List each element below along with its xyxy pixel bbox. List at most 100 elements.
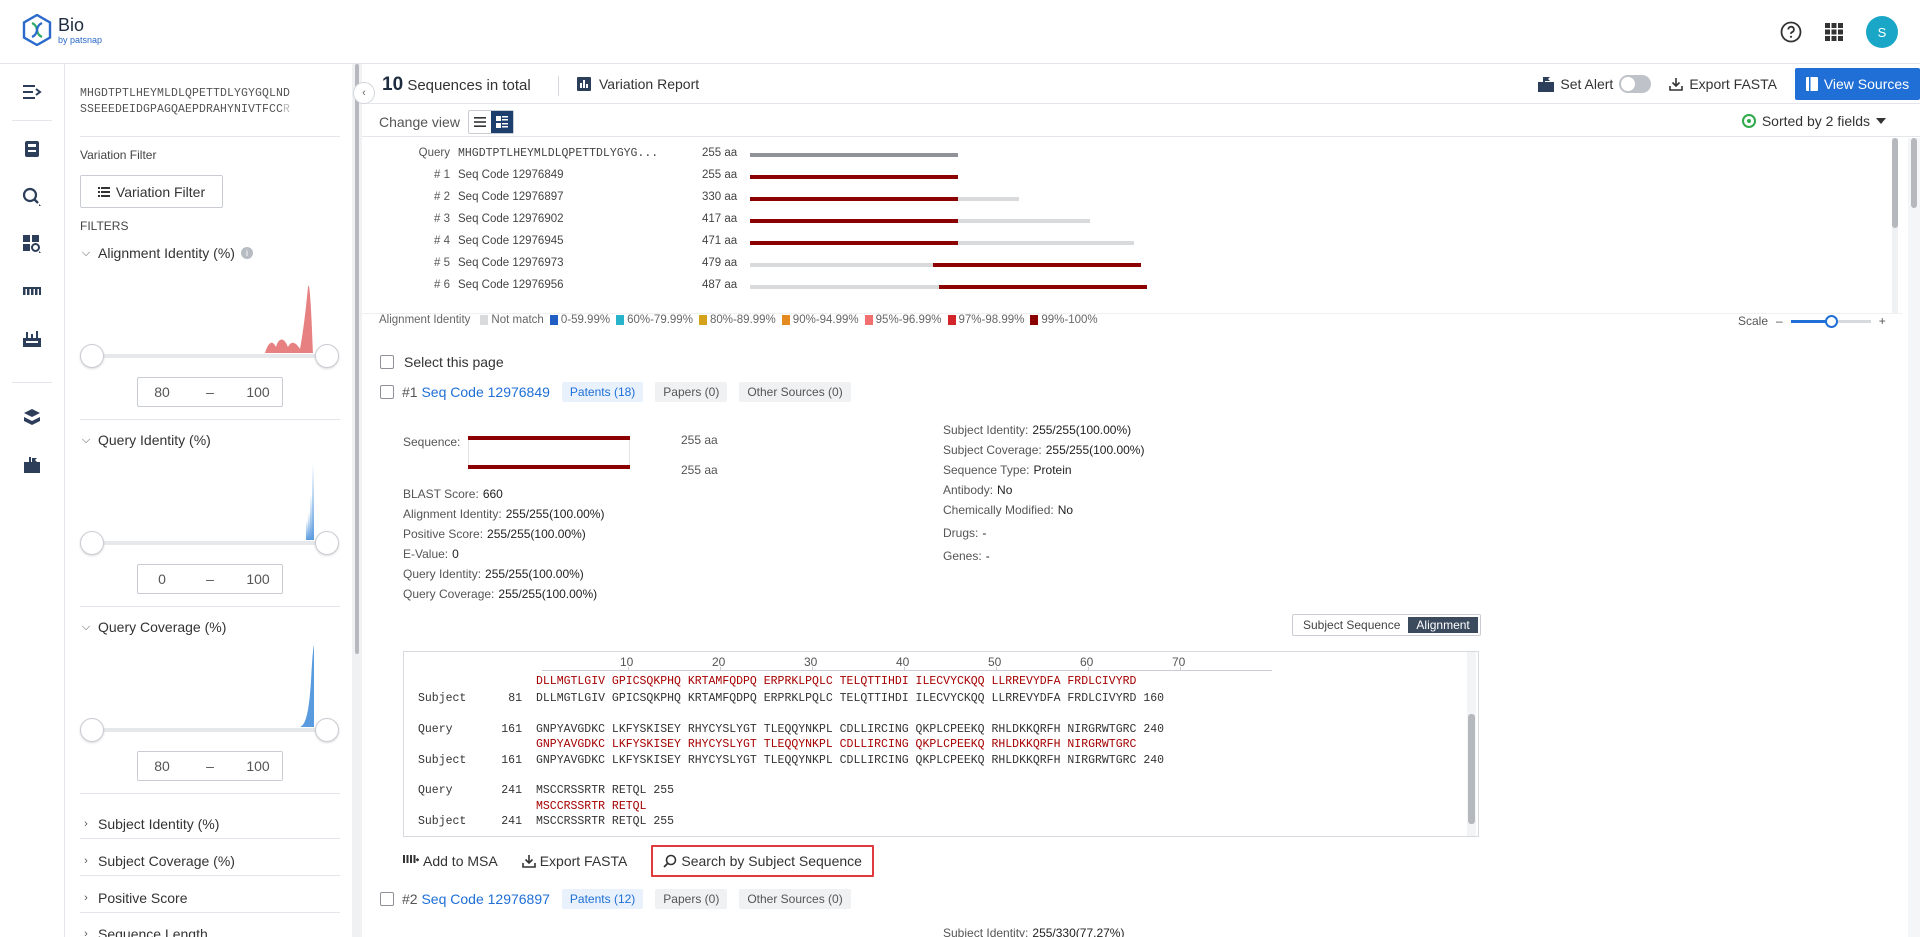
range-max-input[interactable]: 100 [238, 758, 278, 774]
detail-field: Query Coverage:255/255(100.00%) [403, 587, 597, 601]
filters-heading: FILTERS [80, 219, 128, 233]
variation-report-button[interactable]: Variation Report [577, 76, 699, 92]
patents-tag[interactable]: Patents (12) [562, 889, 643, 909]
alignment-tab[interactable]: Alignment [1408, 617, 1477, 633]
info-icon[interactable]: i [241, 247, 253, 259]
filter-scrollbar-thumb[interactable] [355, 64, 359, 654]
detail-value: 255/330(77.27%) [1032, 926, 1124, 937]
select-page[interactable]: Select this page [380, 354, 504, 370]
layers-icon[interactable] [20, 405, 44, 429]
result-seq-code-link[interactable]: Seq Code 12976897 [421, 891, 549, 907]
variation-filter-button[interactable]: Variation Filter [80, 175, 223, 208]
ruler-tick [904, 667, 905, 671]
result-seq-code-link[interactable]: Seq Code 12976849 [421, 384, 549, 400]
subject-sequence-tab[interactable]: Subject Sequence [1295, 617, 1408, 633]
detail-key: Genes: [943, 549, 982, 563]
download-icon [1669, 77, 1683, 91]
brand-name: Bio [58, 16, 102, 34]
ruler-tick-label: 60 [1080, 655, 1093, 669]
scale-slider-handle[interactable] [1825, 315, 1838, 328]
app-logo[interactable]: Bio by patsnap [22, 14, 102, 46]
chevron-left-icon: ‹ [362, 87, 366, 99]
overview-row[interactable]: # 4Seq Code 12976945471 aa [362, 235, 1562, 253]
user-avatar[interactable]: S [1866, 16, 1898, 48]
detail-value: 255/255(100.00%) [487, 527, 586, 541]
search-icon [663, 854, 677, 868]
other-sources-tag[interactable]: Other Sources (0) [739, 382, 850, 402]
export-fasta-button[interactable]: Export FASTA [1665, 76, 1781, 92]
range-min-handle[interactable] [80, 344, 104, 368]
overview-row[interactable]: # 3Seq Code 12976902417 aa [362, 213, 1562, 231]
filter-subject-coverage[interactable]: › Subject Coverage (%) [80, 846, 340, 876]
export-fasta-label: Export FASTA [1689, 76, 1777, 92]
range-dash: – [190, 571, 230, 587]
detail-field: Positive Score:255/255(100.00%) [403, 527, 586, 541]
filter-subject-identity[interactable]: › Subject Identity (%) [80, 809, 340, 839]
result-checkbox[interactable] [380, 385, 394, 399]
range-dash: – [190, 384, 230, 400]
other-sources-tag[interactable]: Other Sources (0) [739, 889, 850, 909]
workspace-icon[interactable] [20, 327, 44, 351]
range-max-handle[interactable] [315, 531, 339, 555]
collapse-panel-button[interactable]: ‹ [353, 82, 375, 104]
papers-tag[interactable]: Papers (0) [655, 382, 727, 402]
sort-label: Sorted by 2 fields [1762, 113, 1870, 129]
filter-header[interactable]: ⌵ Alignment Identity (%) i [80, 243, 340, 263]
ruler-tick-label: 30 [804, 655, 817, 669]
sequence-length-subject: 255 aa [681, 463, 718, 477]
select-page-checkbox[interactable] [380, 355, 394, 369]
scale-minus-button[interactable]: – [1776, 314, 1783, 328]
alignment-line: Subject81DLLMGTLGIV GPICSQKPHQ KRTAMFQDP… [418, 692, 1164, 706]
export-fasta-result-button[interactable]: Export FASTA [522, 853, 628, 869]
range-min-handle[interactable] [80, 718, 104, 742]
filter-header[interactable]: ⌵ Query Identity (%) [80, 430, 340, 450]
alerts-icon[interactable] [20, 453, 44, 477]
add-to-msa-button[interactable]: Add to MSA [403, 853, 498, 869]
scale-plus-button[interactable]: + [1879, 314, 1886, 328]
expand-menu-icon[interactable] [20, 80, 44, 104]
set-alert-toggle[interactable] [1619, 75, 1651, 93]
sequence-icon[interactable] [20, 280, 44, 304]
filter-header[interactable]: ⌵ Query Coverage (%) [80, 617, 340, 637]
sort-dropdown[interactable]: Sorted by 2 fields [1742, 113, 1886, 129]
apps-grid-icon[interactable] [1824, 22, 1844, 42]
detail-value: 255/255(100.00%) [485, 567, 584, 581]
range-min-input[interactable]: 0 [142, 571, 182, 587]
analysis-icon[interactable] [20, 232, 44, 256]
range-min-input[interactable]: 80 [142, 384, 182, 400]
panel-splitter[interactable] [352, 64, 362, 937]
range-max-input[interactable]: 100 [238, 384, 278, 400]
detail-view-icon[interactable] [491, 111, 513, 133]
list-view-icon[interactable] [469, 111, 491, 133]
result-checkbox[interactable] [380, 892, 394, 906]
filter-sequence-length[interactable]: › Sequence Length [80, 919, 340, 937]
overview-row[interactable]: # 6Seq Code 12976956487 aa [362, 279, 1562, 297]
detail-value: No [997, 483, 1012, 497]
detail-value: 0 [452, 547, 459, 561]
range-min-input[interactable]: 80 [142, 758, 182, 774]
range-max-handle[interactable] [315, 344, 339, 368]
patents-tag[interactable]: Patents (18) [562, 382, 643, 402]
range-max-input[interactable]: 100 [238, 571, 278, 587]
search-by-subject-sequence-button[interactable]: Search by Subject Sequence [651, 845, 874, 877]
overview-row[interactable]: # 1Seq Code 12976849255 aa [362, 169, 1562, 187]
main-scrollbar[interactable] [1908, 138, 1920, 937]
change-view-label: Change view [379, 114, 460, 130]
overview-row[interactable]: # 5Seq Code 12976973479 aa [362, 257, 1562, 275]
help-icon[interactable] [1780, 21, 1802, 43]
papers-tag[interactable]: Papers (0) [655, 889, 727, 909]
filter-positive-score[interactable]: › Positive Score [80, 883, 340, 913]
chevron-down-icon: ⌵ [80, 434, 92, 447]
detail-field: Chemically Modified:No [943, 503, 1073, 517]
view-sources-button[interactable]: View Sources [1795, 68, 1920, 100]
scale-slider[interactable] [1791, 320, 1871, 323]
detail-field: Query Identity:255/255(100.00%) [403, 567, 584, 581]
overview-scrollbar[interactable] [1892, 138, 1898, 314]
header-divider [558, 76, 559, 96]
range-min-handle[interactable] [80, 531, 104, 555]
range-max-handle[interactable] [315, 718, 339, 742]
overview-row[interactable]: # 2Seq Code 12976897330 aa [362, 191, 1562, 209]
search-icon[interactable] [20, 185, 44, 209]
saved-icon[interactable] [20, 137, 44, 161]
alignment-scrollbar[interactable] [1467, 652, 1476, 837]
